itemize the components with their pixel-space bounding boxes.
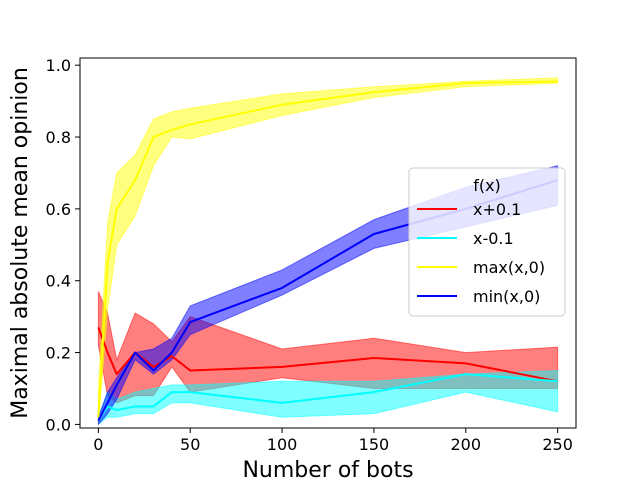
series-line-2 bbox=[97, 80, 558, 418]
series-line-3 bbox=[97, 179, 558, 422]
series-line-0 bbox=[97, 327, 558, 383]
plot-frame bbox=[79, 57, 577, 429]
y-axis-label: Maximal absolute mean opinion bbox=[8, 67, 33, 419]
band-2 bbox=[97, 77, 559, 425]
y-tick-label: 1.0 bbox=[46, 56, 71, 75]
y-tick-label: 0.4 bbox=[46, 272, 71, 291]
y-axis-ticks: 0.0 0.2 0.4 0.6 0.8 1.0 bbox=[46, 56, 80, 434]
y-tick-label: 0.8 bbox=[46, 128, 71, 147]
x-axis-ticks: 0 50 100 150 200 250 bbox=[93, 428, 573, 454]
series-lines bbox=[97, 80, 558, 422]
x-tick-label: 250 bbox=[542, 435, 573, 454]
x-tick-label: 150 bbox=[359, 435, 390, 454]
legend-box bbox=[408, 167, 566, 317]
x-tick-label: 100 bbox=[267, 435, 298, 454]
x-tick-label: 200 bbox=[451, 435, 482, 454]
legend-entry-label: x-0.1 bbox=[473, 229, 514, 248]
y-tick-label: 0.2 bbox=[46, 344, 71, 363]
series-line-1 bbox=[97, 373, 558, 422]
y-tick-label: 0.6 bbox=[46, 200, 71, 219]
legend-entry-label: x+0.1 bbox=[473, 200, 521, 219]
x-axis-label: Number of bots bbox=[242, 458, 413, 480]
legend-entry-label: min(x,0) bbox=[473, 287, 540, 306]
legend-title: f(x) bbox=[473, 176, 501, 195]
y-tick-label: 0.0 bbox=[46, 415, 71, 434]
legend-entry-label: max(x,0) bbox=[473, 258, 545, 277]
legend: f(x) x+0.1 x-0.1 max(x,0) min(x,0) bbox=[408, 167, 566, 317]
x-tick-label: 0 bbox=[93, 435, 103, 454]
x-tick-label: 50 bbox=[180, 435, 200, 454]
